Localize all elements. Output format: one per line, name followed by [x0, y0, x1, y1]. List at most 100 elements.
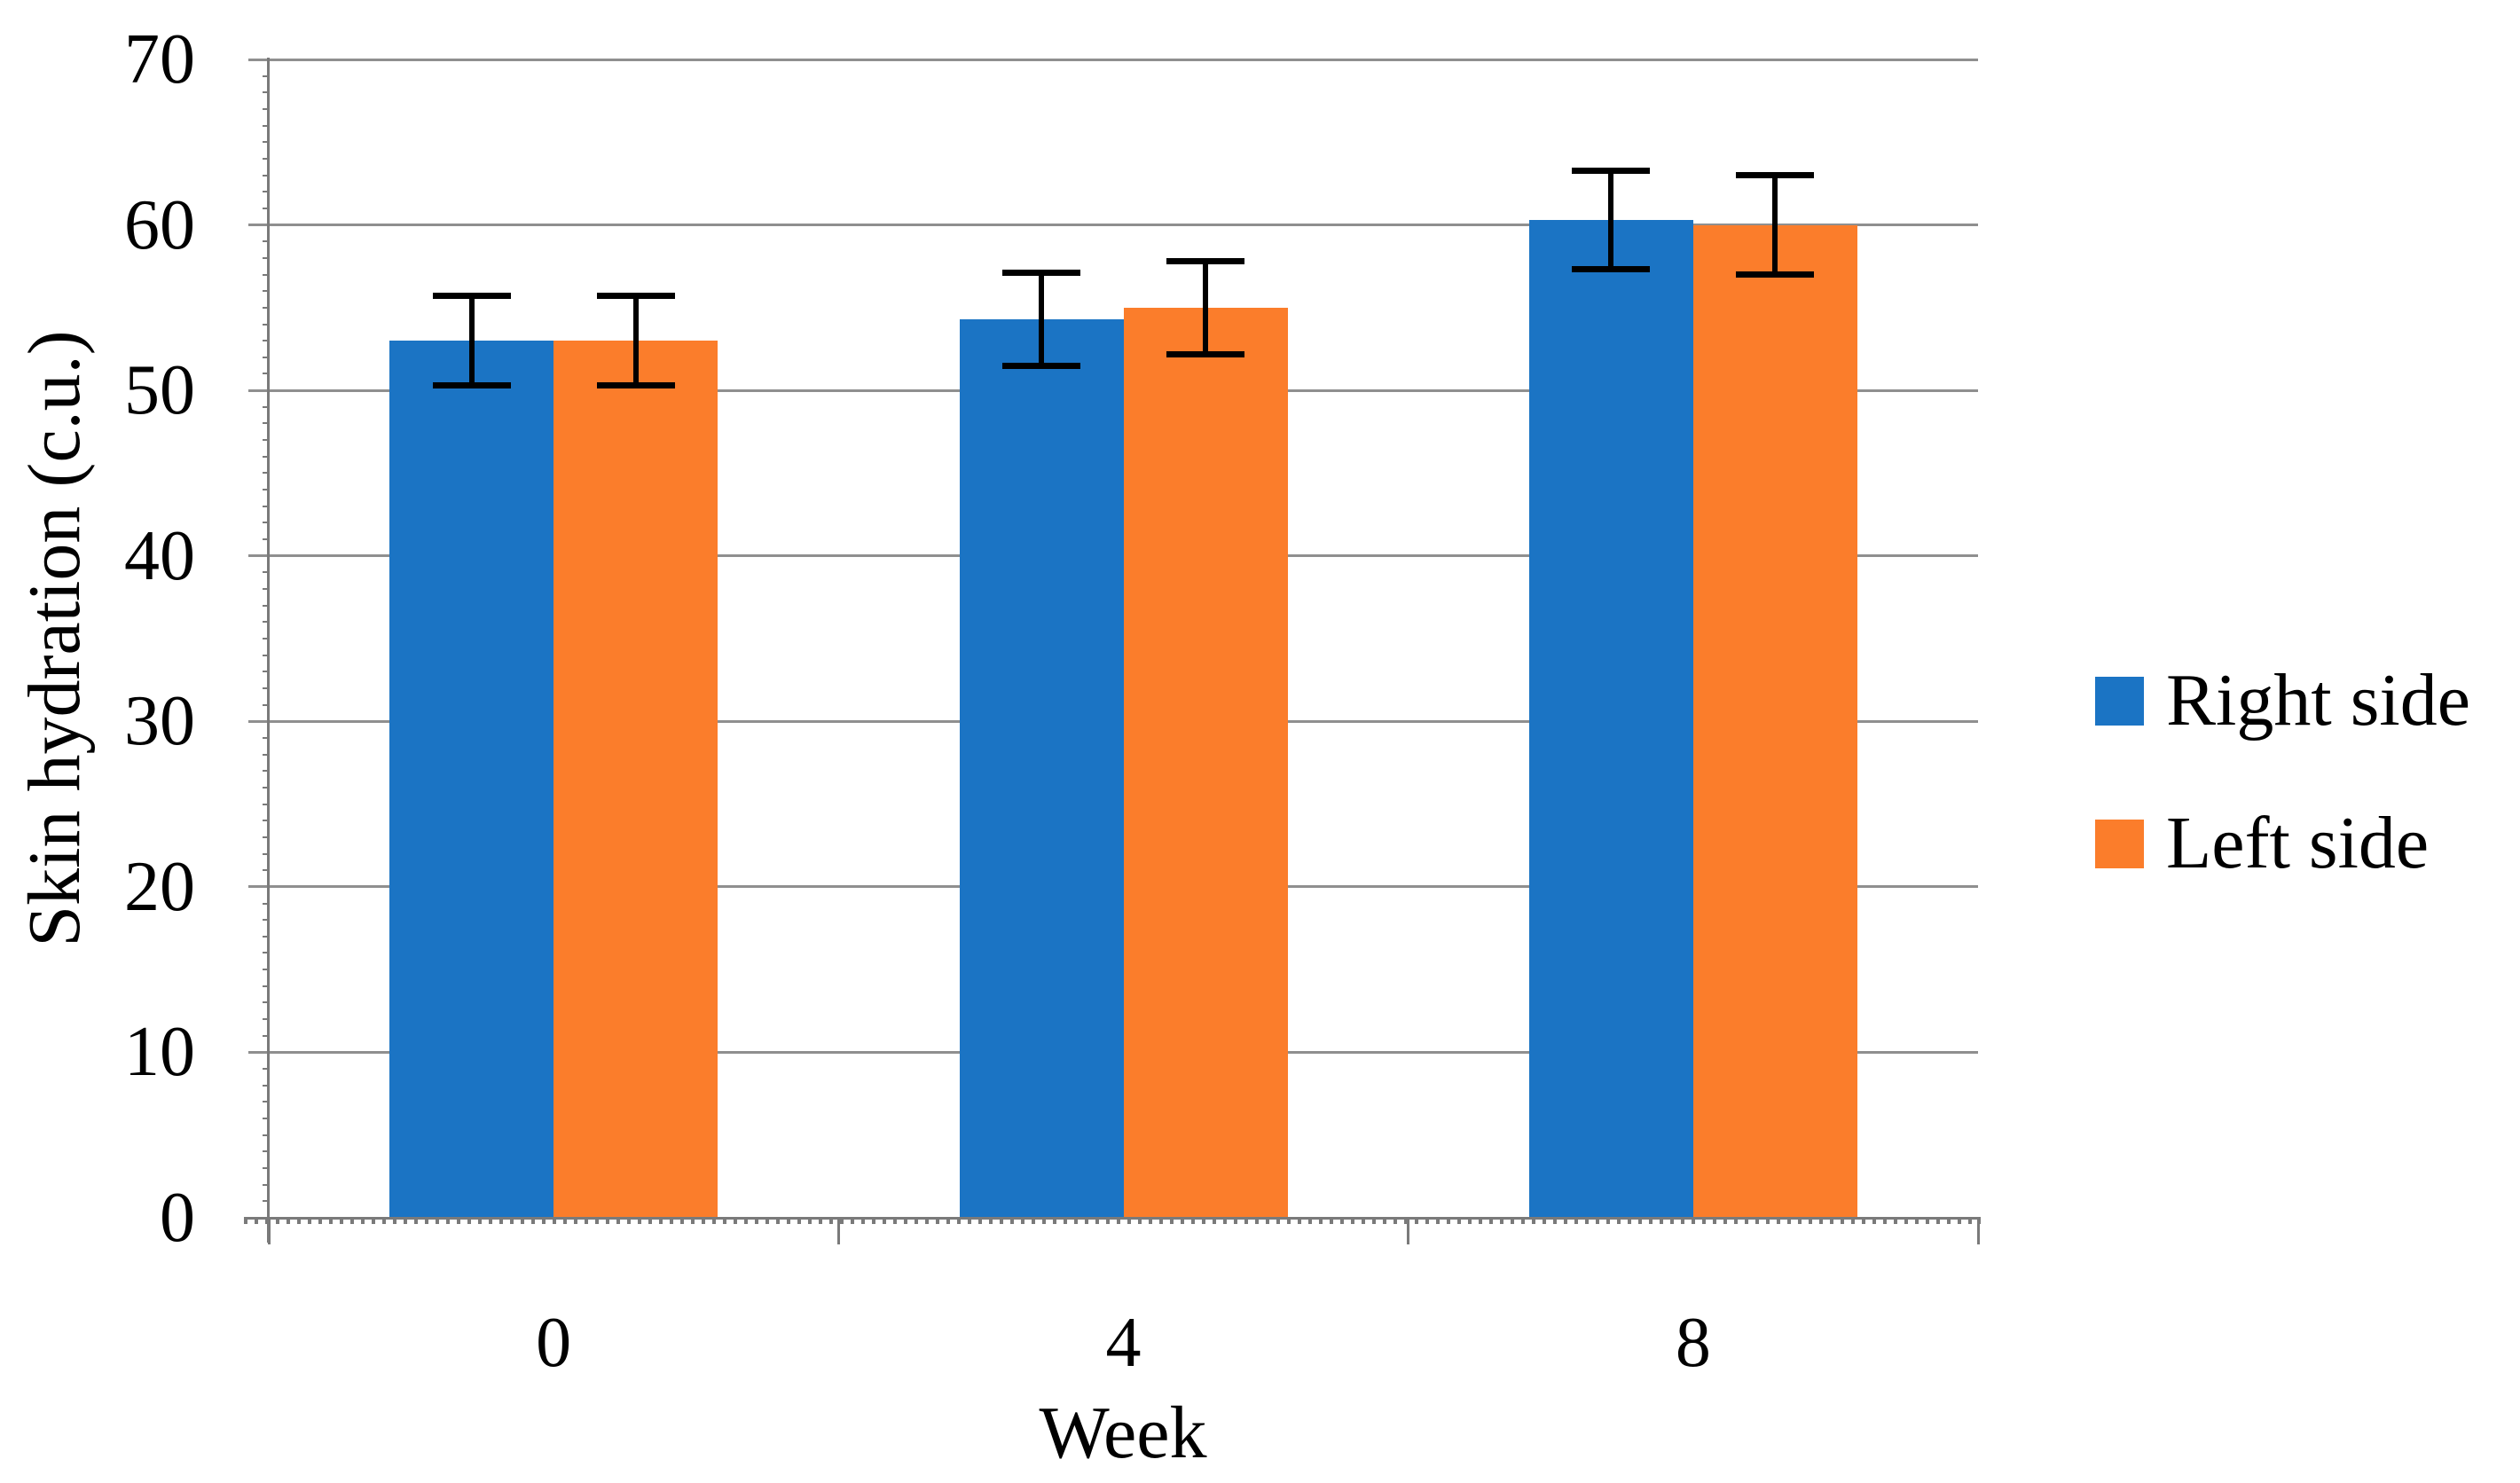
y-axis-minor-tick: [263, 91, 269, 94]
y-axis-minor-tick: [263, 1001, 269, 1004]
legend-item-left-side: Left side: [2095, 804, 2512, 883]
y-axis-minor-tick: [263, 985, 269, 987]
y-axis-minor-tick: [263, 604, 269, 607]
error-bar-left-side-week-4: [1203, 261, 1208, 355]
y-axis-minor-tick: [263, 323, 269, 326]
x-axis-tick: [1407, 1218, 1410, 1244]
bar-left-side-week-8: [1692, 224, 1857, 1218]
y-axis-minor-tick: [263, 703, 269, 706]
y-tick-label-0: 0: [160, 1179, 195, 1257]
y-axis-minor-tick: [263, 422, 269, 425]
y-axis-minor-tick: [263, 455, 269, 458]
error-bar-right-side-week-8-top-cap: [1572, 167, 1651, 174]
y-tick-label-30: 30: [124, 682, 195, 761]
y-axis-minor-tick: [263, 405, 269, 408]
bar-right-side-week-4: [959, 318, 1124, 1218]
y-axis-minor-tick: [263, 1167, 269, 1170]
gridline: [248, 224, 1978, 227]
y-axis-minor-tick: [263, 902, 269, 905]
y-axis-minor-tick: [263, 439, 269, 442]
y-axis-minor-tick: [263, 1018, 269, 1021]
error-bar-left-side-week-0-top-cap: [596, 293, 675, 300]
y-axis-minor-tick: [263, 538, 269, 541]
bar-left-side-week-4: [1123, 307, 1288, 1218]
error-bar-right-side-week-0-bottom-cap: [432, 382, 511, 389]
y-tick-label-40: 40: [124, 516, 195, 595]
error-bar-left-side-week-4-bottom-cap: [1166, 350, 1244, 357]
error-bar-right-side-week-4-bottom-cap: [1002, 362, 1080, 369]
error-bar-right-side-week-0-top-cap: [432, 293, 511, 300]
x-axis-tick: [836, 1218, 840, 1244]
y-tick-label-20: 20: [124, 847, 195, 926]
x-axis-dash-pattern: [244, 1217, 1981, 1224]
error-bar-right-side-week-0: [468, 295, 475, 386]
y-axis-minor-tick: [263, 505, 269, 507]
y-axis-minor-tick: [263, 256, 269, 259]
legend-item-right-side: Right side: [2095, 661, 2512, 741]
y-axis-minor-tick: [263, 1134, 269, 1136]
y-axis-minor-tick: [263, 472, 269, 475]
y-axis-minor-tick: [263, 157, 269, 160]
y-axis-minor-tick: [263, 803, 269, 805]
y-axis-minor-tick: [263, 753, 269, 756]
y-axis-minor-tick: [263, 654, 269, 656]
x-axis-tick: [1976, 1218, 1980, 1244]
y-axis-minor-tick: [263, 373, 269, 375]
y-axis-minor-tick: [263, 952, 269, 954]
gridline: [248, 58, 1978, 61]
y-axis-minor-tick: [263, 687, 269, 689]
y-axis-minor-tick: [263, 1084, 269, 1087]
error-bar-left-side-week-0: [632, 295, 639, 386]
bar-right-side-week-8: [1528, 219, 1693, 1218]
y-axis-minor-tick: [263, 1034, 269, 1037]
error-bar-left-side-week-4-top-cap: [1166, 258, 1244, 265]
error-bar-left-side-week-8: [1772, 175, 1778, 275]
y-axis-minor-tick: [263, 174, 269, 177]
y-axis-minor-tick: [263, 191, 269, 193]
error-bar-left-side-week-8-top-cap: [1736, 172, 1815, 179]
y-axis-minor-tick: [263, 1118, 269, 1120]
error-bar-right-side-week-8: [1608, 170, 1614, 270]
legend-swatch-right-side: [2095, 676, 2144, 726]
y-axis-minor-tick: [263, 1068, 269, 1071]
bar-right-side-week-0: [389, 341, 554, 1218]
y-axis-minor-tick: [263, 969, 269, 971]
y-axis-minor-tick: [263, 1101, 269, 1103]
x-axis-tick: [267, 1218, 271, 1244]
y-axis-minor-tick: [263, 736, 269, 739]
y-tick-label-10: 10: [124, 1013, 195, 1092]
y-axis-minor-tick: [263, 1150, 269, 1153]
error-bar-right-side-week-4-top-cap: [1002, 270, 1080, 277]
y-axis-minor-tick: [263, 671, 269, 673]
y-axis-minor-tick: [263, 869, 269, 872]
legend-label-left-side: Left side: [2166, 802, 2430, 884]
legend-label-right-side: Right side: [2166, 659, 2471, 742]
y-axis-minor-tick: [263, 571, 269, 574]
y-axis-minor-tick: [263, 290, 269, 293]
y-axis-line: [267, 58, 270, 1243]
y-axis-minor-tick: [263, 1183, 269, 1186]
y-axis-minor-tick: [263, 356, 269, 358]
error-bar-left-side-week-8-bottom-cap: [1736, 271, 1815, 279]
y-axis-minor-tick: [263, 489, 269, 491]
y-axis-minor-tick: [263, 820, 269, 822]
y-axis-minor-tick: [263, 919, 269, 922]
bar-left-side-week-0: [553, 341, 718, 1218]
error-bar-right-side-week-4: [1039, 272, 1044, 366]
y-axis-minor-tick: [263, 786, 269, 789]
y-axis-minor-tick: [263, 75, 269, 77]
x-tick-label-0: 0: [536, 1304, 572, 1382]
error-bar-left-side-week-0-bottom-cap: [596, 382, 675, 389]
y-axis-minor-tick: [263, 207, 269, 209]
y-axis-minor-tick: [263, 141, 269, 144]
y-tick-label-50: 50: [124, 351, 195, 430]
y-axis-minor-tick: [263, 107, 269, 110]
y-axis-minor-tick: [263, 621, 269, 624]
y-axis-minor-tick: [263, 522, 269, 524]
x-tick-label-4: 4: [1105, 1304, 1142, 1382]
y-axis-minor-tick: [263, 638, 269, 639]
y-tick-label-60: 60: [124, 185, 195, 264]
y-axis-minor-tick: [263, 852, 269, 855]
y-axis-minor-tick: [263, 588, 269, 591]
